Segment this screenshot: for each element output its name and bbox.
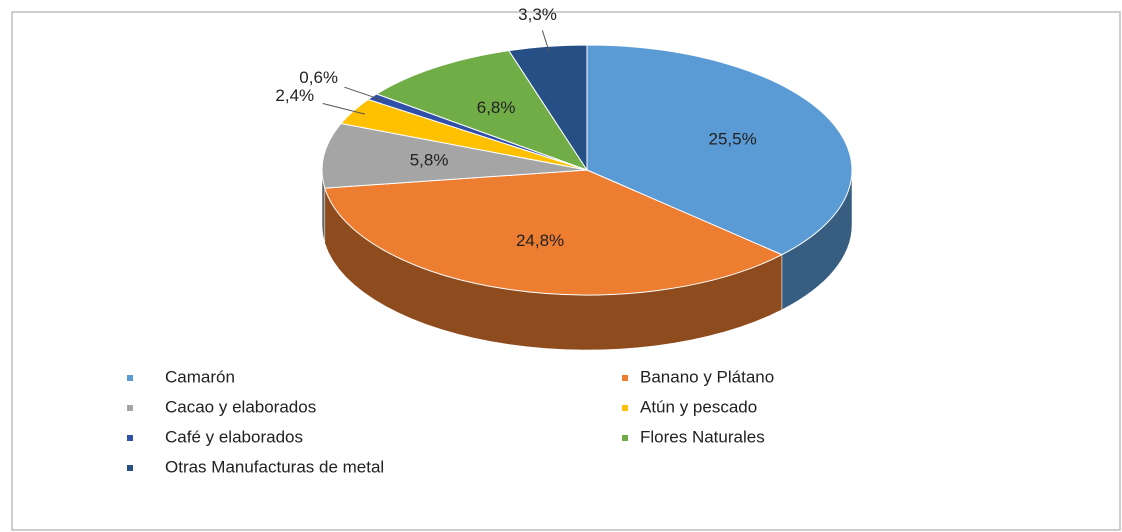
leader-line (541, 30, 550, 53)
data-label: 3,3% (518, 5, 557, 24)
legend-label: Cacao y elaborados (165, 397, 316, 416)
legend-marker (622, 405, 628, 411)
legend-label: Otras Manufacturas de metal (165, 457, 384, 476)
legend-marker (127, 465, 133, 471)
leader-line (322, 103, 366, 115)
data-label: 2,4% (275, 86, 314, 105)
legend-label: Camarón (165, 367, 235, 386)
legend-marker (622, 375, 628, 381)
data-label: 0,6% (299, 68, 338, 87)
data-label: 25,5% (709, 129, 757, 148)
data-label: 5,8% (410, 151, 449, 170)
legend-marker (127, 375, 133, 381)
legend-label: Café y elaborados (165, 427, 303, 446)
legend-label: Banano y Plátano (640, 367, 774, 386)
leader-line (344, 86, 384, 101)
legend-marker (127, 405, 133, 411)
data-label: 6,8% (477, 98, 516, 117)
legend-marker (127, 435, 133, 441)
legend-label: Atún y pescado (640, 397, 757, 416)
pie-slice (375, 50, 589, 171)
data-label: 24,8% (516, 231, 564, 250)
legend-marker (622, 435, 628, 441)
pie-slice (586, 44, 853, 256)
pie-slice (321, 122, 588, 189)
pie-slice (324, 169, 784, 296)
legend-label: Flores Naturales (640, 427, 765, 446)
